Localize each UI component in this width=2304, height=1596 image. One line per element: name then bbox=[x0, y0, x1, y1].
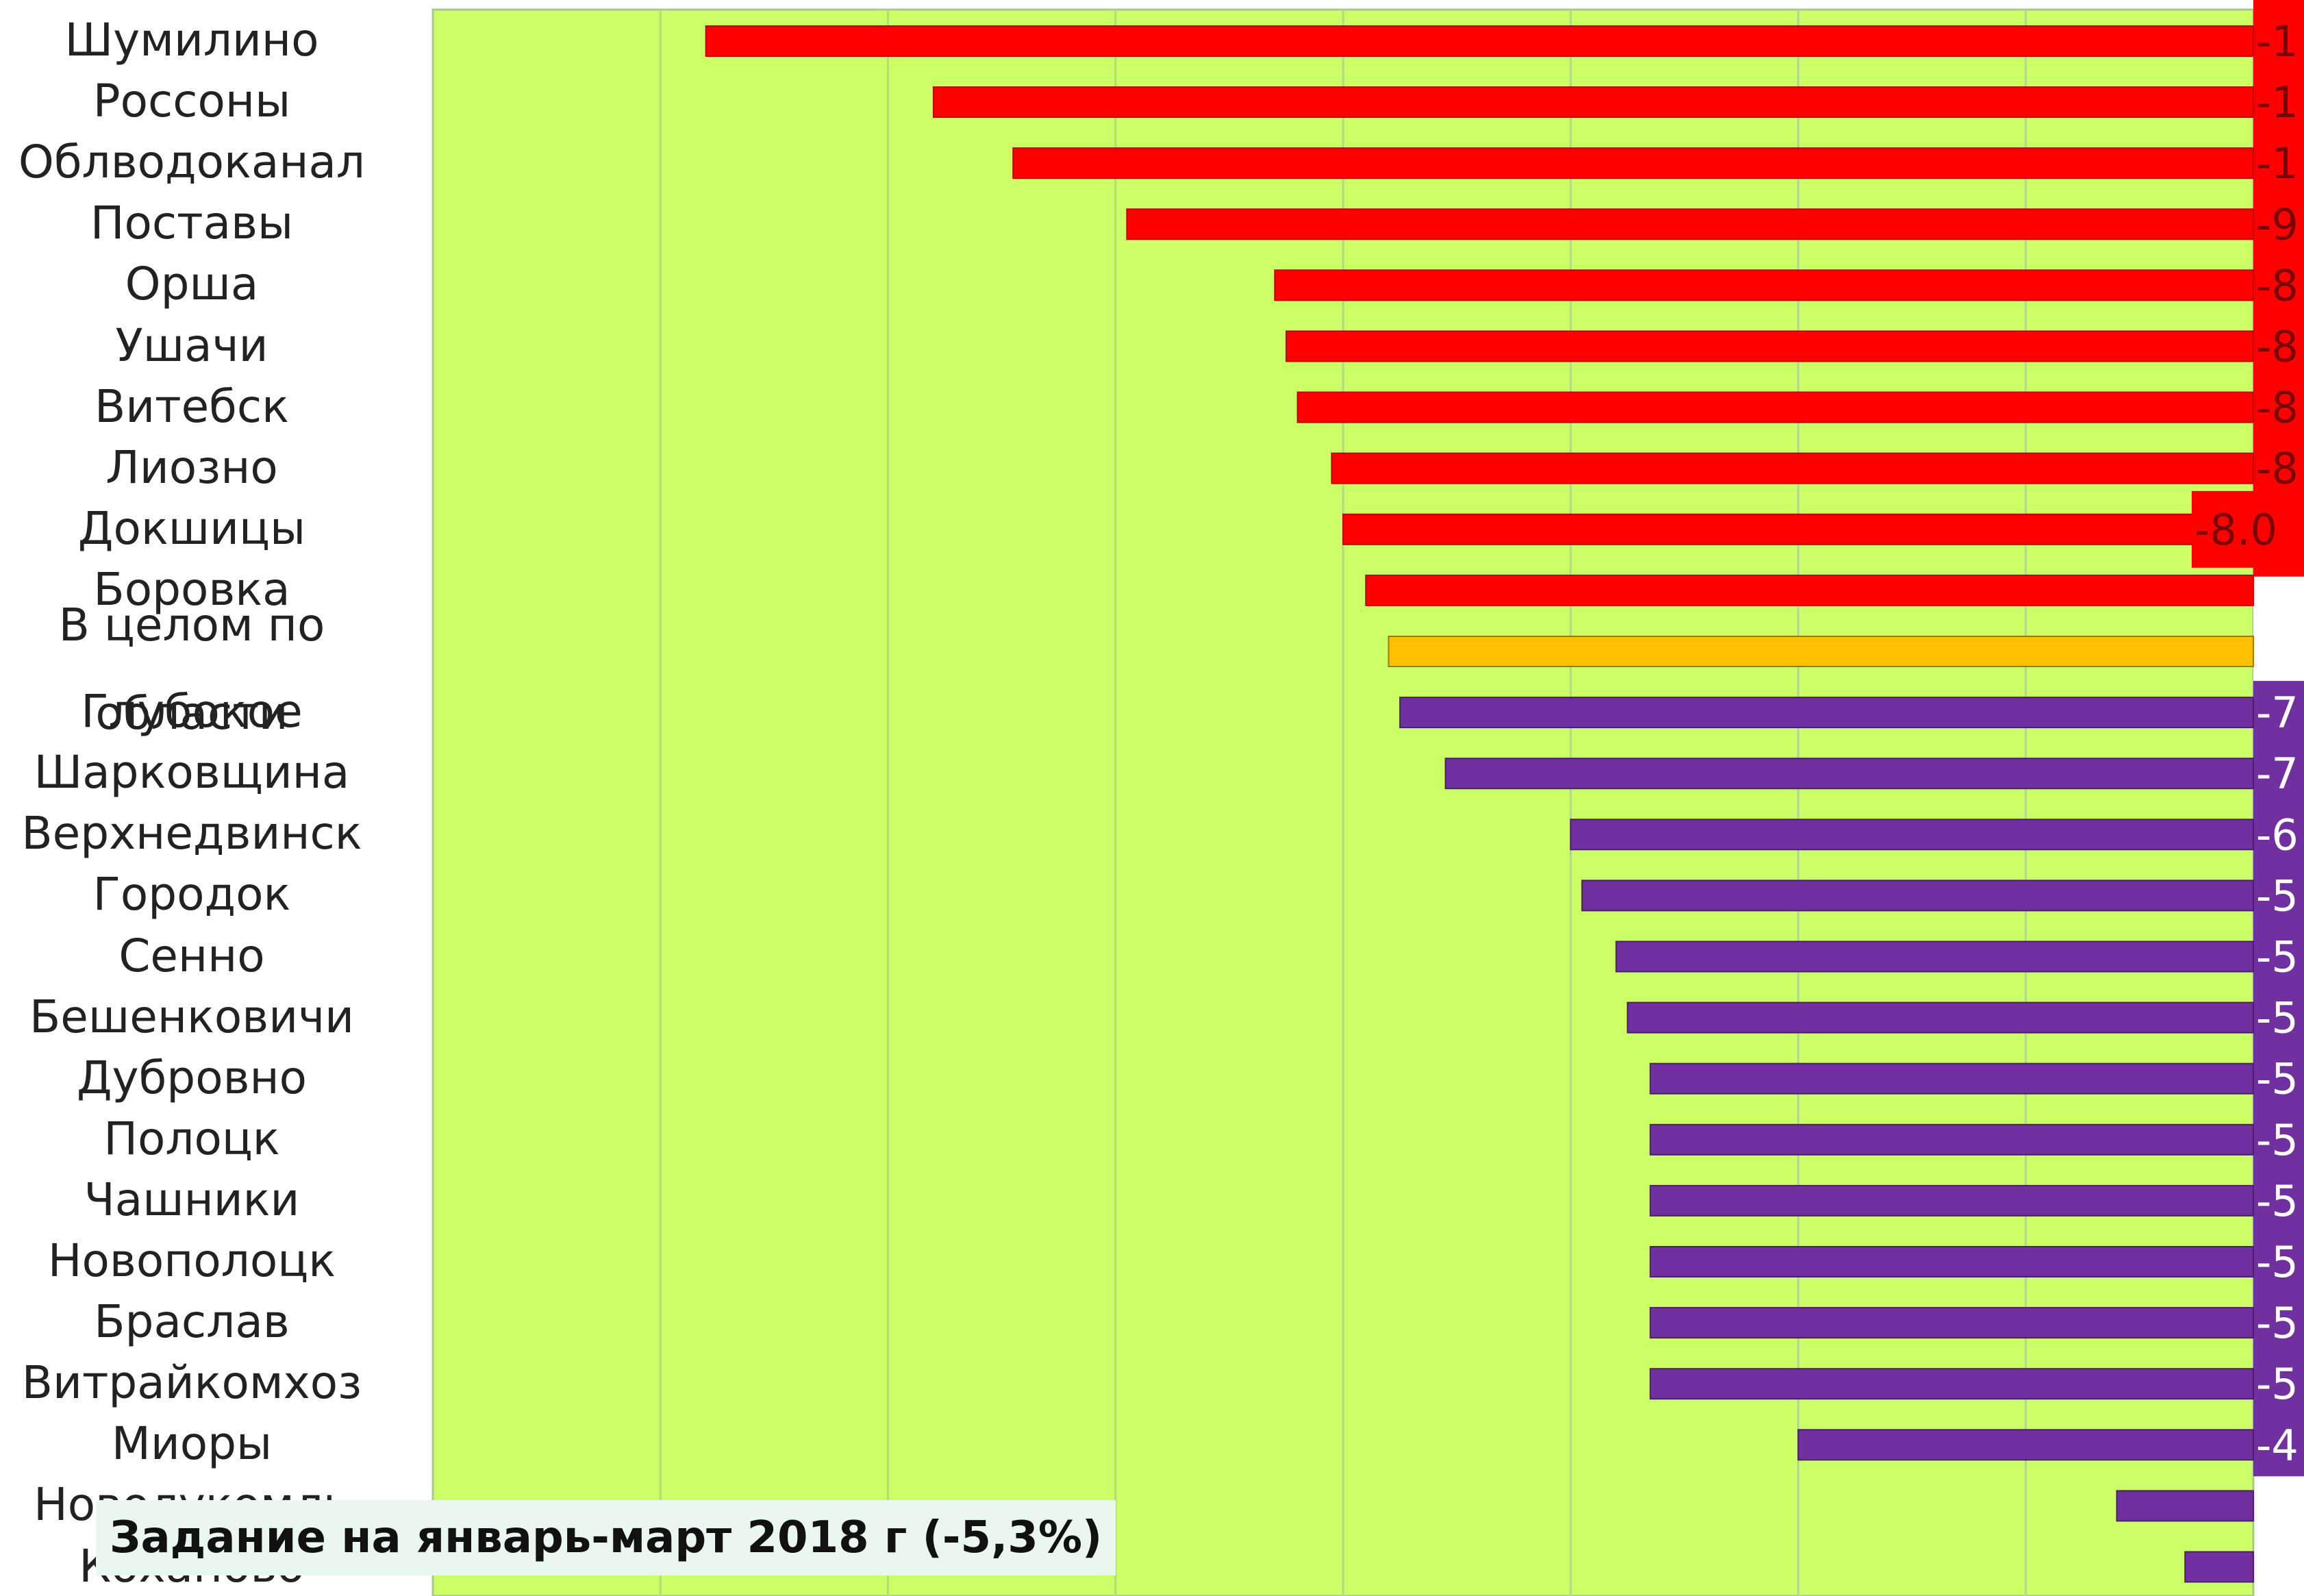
category-label: В целом по области bbox=[58, 599, 325, 740]
data-label: -5 bbox=[2256, 993, 2299, 1043]
data-label: -5 bbox=[2256, 1298, 2299, 1348]
bar bbox=[1331, 452, 2254, 484]
data-label: -8.0 bbox=[2194, 505, 2277, 555]
bar bbox=[932, 86, 2254, 119]
category-label: Орша bbox=[125, 258, 259, 311]
category-label: Докшицы bbox=[77, 501, 306, 555]
data-label: -8 bbox=[2256, 322, 2299, 372]
category-label: Витрайкомхоз bbox=[21, 1356, 362, 1410]
data-label: -5 bbox=[2256, 871, 2299, 921]
data-label-box bbox=[2192, 490, 2293, 568]
bar bbox=[1399, 697, 2254, 729]
data-label: -7 bbox=[2256, 688, 2299, 738]
bar bbox=[1274, 269, 2254, 301]
value-column-purple bbox=[2253, 681, 2304, 1477]
bar bbox=[1649, 1368, 2255, 1400]
bar bbox=[1797, 1429, 2254, 1461]
data-label: -1 bbox=[2256, 16, 2299, 66]
bar bbox=[1285, 330, 2254, 362]
category-label: Дубровно bbox=[76, 1051, 308, 1104]
data-label: -8 bbox=[2256, 383, 2299, 433]
bar bbox=[1388, 636, 2254, 667]
category-label: Лиозно bbox=[105, 440, 278, 494]
data-label: -4 bbox=[2256, 1420, 2299, 1470]
data-label: -7 bbox=[2256, 749, 2299, 799]
bar bbox=[1365, 574, 2254, 606]
bar bbox=[1649, 1062, 2255, 1095]
category-label: Сенно bbox=[118, 929, 265, 982]
data-label: -1 bbox=[2256, 77, 2299, 127]
bar bbox=[1012, 147, 2254, 179]
data-label: -8 bbox=[2256, 444, 2299, 494]
bar bbox=[1649, 1307, 2255, 1339]
bar bbox=[1615, 940, 2254, 973]
bar bbox=[1649, 1246, 2255, 1277]
category-label: Шарковщина bbox=[34, 746, 350, 799]
category-label: Поставы bbox=[90, 197, 294, 250]
data-label: -5 bbox=[2256, 1115, 2299, 1165]
category-label: Чашники bbox=[84, 1173, 300, 1226]
category-label: Витебск bbox=[94, 379, 290, 433]
category-label: Новополоцк bbox=[47, 1234, 336, 1287]
data-label: -6 bbox=[2256, 810, 2299, 860]
bar bbox=[2116, 1490, 2254, 1522]
data-label: -1 bbox=[2256, 138, 2299, 188]
bar bbox=[1444, 758, 2254, 790]
data-label: -9 bbox=[2256, 199, 2299, 249]
bar bbox=[1342, 513, 2254, 545]
bar bbox=[1297, 391, 2254, 423]
data-label: -5 bbox=[2256, 1054, 2299, 1104]
category-label: Верхнедвинск bbox=[21, 807, 362, 860]
data-label: -8 bbox=[2256, 260, 2299, 310]
value-column-gap bbox=[2253, 576, 2304, 686]
category-label: Шумилино bbox=[64, 14, 319, 66]
category-label: Глубокое bbox=[81, 685, 303, 738]
bar bbox=[1627, 1001, 2254, 1034]
category-label: Россоны bbox=[92, 75, 291, 128]
data-label: -5 bbox=[2256, 1176, 2299, 1226]
data-label: -5 bbox=[2256, 1237, 2299, 1287]
bar bbox=[1126, 208, 2254, 240]
data-label: -5 bbox=[2256, 932, 2299, 982]
category-label: Боровка bbox=[93, 562, 290, 616]
category-label: Браслав bbox=[94, 1295, 290, 1349]
category-label: Городок bbox=[92, 868, 291, 921]
value-column-red bbox=[2253, 0, 2304, 577]
category-label: Ушачи bbox=[115, 319, 268, 372]
bar bbox=[2184, 1551, 2254, 1583]
bar bbox=[1649, 1184, 2255, 1217]
category-label: Полоцк bbox=[103, 1112, 280, 1165]
category-label: Облводоканал bbox=[18, 136, 366, 189]
data-label: -5 bbox=[2256, 1359, 2299, 1409]
bar bbox=[1570, 819, 2254, 851]
bar bbox=[705, 25, 2254, 57]
category-label: Миоры bbox=[111, 1417, 273, 1471]
task-annotation: Задание на январь-март 2018 г (-5,3%) bbox=[96, 1500, 1116, 1575]
bar bbox=[1649, 1123, 2255, 1156]
bar bbox=[1581, 880, 2255, 912]
category-label: Бешенковичи bbox=[29, 990, 354, 1043]
